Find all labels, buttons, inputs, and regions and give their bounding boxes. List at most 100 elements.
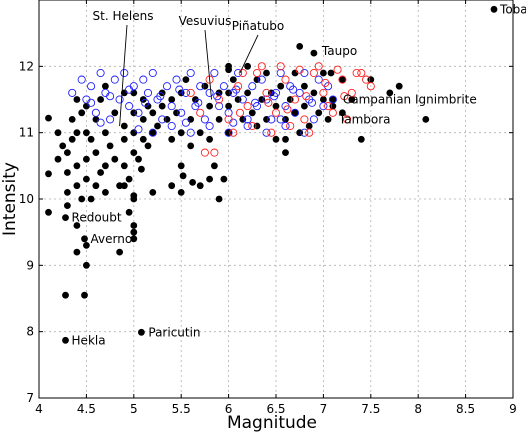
data-point-filled [106, 142, 114, 150]
data-point-hollow [87, 98, 96, 107]
data-point-hollow [167, 102, 176, 111]
data-point-hollow [262, 128, 271, 137]
data-point-hollow [106, 115, 115, 124]
data-point-filled [62, 291, 69, 299]
data-point-hollow [186, 128, 195, 137]
data-point-hollow [224, 115, 233, 124]
data-point-filled [111, 155, 119, 163]
data-point-hollow [328, 108, 337, 117]
data-point-filled [45, 170, 52, 178]
data-point-hollow [362, 75, 371, 84]
data-point-hollow [235, 108, 245, 117]
data-point-hollow [243, 115, 252, 124]
data-point-filled [301, 102, 308, 110]
data-point-filled [320, 69, 327, 77]
data-point-hollow [338, 75, 347, 84]
data-point-filled [54, 129, 62, 137]
data-point-filled [229, 76, 237, 83]
y-tick-label: 11 [19, 126, 34, 140]
data-point-filled [97, 96, 104, 103]
data-point-hollow [172, 75, 181, 84]
data-point-filled [320, 96, 327, 103]
data-point-filled [83, 242, 90, 249]
annotation-label: Taupo [321, 44, 357, 58]
data-point-hollow [196, 108, 205, 117]
data-point-filled [179, 172, 187, 180]
data-point-filled [386, 89, 394, 97]
data-point-filled [149, 109, 157, 117]
data-point-hollow [321, 78, 330, 87]
data-point-hollow [181, 118, 190, 127]
data-point-hollow [234, 68, 243, 78]
data-point-hollow [120, 68, 129, 78]
data-point-hollow [87, 82, 96, 91]
data-point-hollow [148, 68, 157, 78]
data-point-filled [81, 291, 88, 299]
data-point-filled [62, 336, 69, 344]
x-tick-label: 5.5 [172, 402, 191, 416]
data-point-filled [130, 222, 138, 229]
data-point-hollow [205, 121, 214, 131]
data-point-filled [102, 189, 109, 196]
data-point-filled [64, 149, 71, 157]
annotation-label: Redoubt [72, 211, 122, 225]
data-point-filled [339, 76, 346, 83]
data-point-hollow [270, 92, 279, 101]
data-point-hollow [162, 82, 172, 91]
data-point-hollow [158, 115, 167, 124]
data-point-hollow [200, 148, 209, 157]
annotation-label: Averno [91, 232, 133, 246]
data-point-hollow [224, 108, 233, 117]
annotation-leader-line [119, 24, 128, 127]
data-point-filled [102, 162, 109, 170]
data-point-hollow [324, 102, 333, 111]
data-point-filled [206, 135, 214, 143]
x-tick-label: 7.5 [361, 402, 380, 416]
annotation-leader-line [204, 29, 212, 100]
data-point-hollow [252, 68, 262, 78]
data-point-hollow [181, 88, 190, 97]
data-point-hollow [156, 92, 165, 101]
data-point-filled [182, 76, 190, 83]
data-point-filled [92, 182, 100, 190]
data-point-filled [92, 149, 100, 157]
data-point-filled [206, 175, 214, 183]
data-point-hollow [262, 88, 271, 97]
data-point-filled [130, 149, 138, 157]
data-point-hollow [205, 88, 214, 97]
data-point-hollow [224, 128, 233, 137]
data-point-filled [68, 135, 76, 143]
y-tick-label: 10 [19, 192, 34, 206]
data-point-hollow [307, 98, 317, 107]
data-point-filled [158, 102, 166, 110]
data-point-hollow [290, 95, 300, 104]
axis-ticks: 4 4.5 5 5.5 6 6.5 7 7.5 8 8.5 9 7 8 9 10 11 12 [19, 0, 517, 416]
annotation-label: Vesuvius [179, 14, 232, 28]
data-point-filled [149, 129, 157, 137]
data-point-hollow [96, 118, 105, 127]
data-point-filled [327, 69, 335, 77]
annotation-label: Tambora [338, 112, 391, 126]
annotation-label: Hekla [72, 333, 106, 347]
data-point-hollow [196, 82, 205, 91]
data-point-hollow [134, 108, 143, 117]
data-point-filled [87, 195, 95, 203]
data-point-hollow [243, 102, 252, 111]
data-point-filled [120, 162, 128, 170]
annotation-label: St. Helens [93, 9, 154, 23]
data-point-hollow [186, 68, 195, 78]
data-point-hollow [366, 82, 375, 91]
data-point-filled [177, 162, 185, 170]
data-point-hollow [141, 98, 150, 107]
data-point-filled [296, 43, 304, 50]
data-point-hollow [143, 88, 153, 97]
data-point-filled [73, 162, 81, 170]
data-point-hollow [343, 115, 352, 124]
y-tick-label: 7 [26, 391, 34, 405]
data-point-filled [324, 116, 332, 123]
data-point-filled [206, 102, 214, 110]
annotation-label: Piñatubo [232, 19, 285, 33]
data-point-filled [102, 129, 109, 137]
data-point-filled [135, 155, 142, 163]
